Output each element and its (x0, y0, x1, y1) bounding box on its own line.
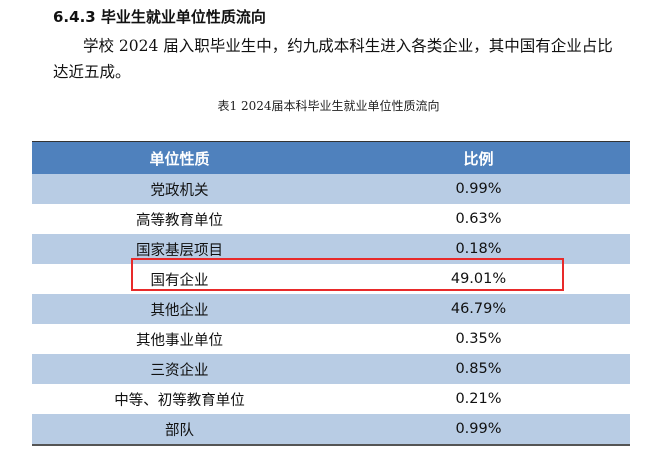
cell-ratio: 0.85% (327, 354, 630, 384)
cell-unit-type: 党政机关 (32, 174, 327, 204)
body-paragraph: 学校 2024 届入职毕业生中，约九成本科生进入各类企业，其中国有企业占比达近五… (53, 37, 613, 81)
table-row: 其他企业 46.79% (32, 294, 630, 324)
cell-unit-type: 中等、初等教育单位 (32, 384, 327, 414)
cell-unit-type: 其他事业单位 (32, 324, 327, 354)
cell-ratio: 0.35% (327, 324, 630, 354)
cell-unit-type: 其他企业 (32, 294, 327, 324)
table-caption: 表1 2024届本科毕业生就业单位性质流向 (217, 99, 440, 113)
header-ratio: 比例 (327, 141, 630, 174)
table-row: 党政机关 0.99% (32, 174, 630, 204)
cell-ratio: 0.99% (327, 414, 630, 445)
table-header-row: 单位性质 比例 (32, 141, 630, 174)
table-row: 三资企业 0.85% (32, 354, 630, 384)
table-row: 部队 0.99% (32, 414, 630, 445)
cell-ratio: 0.99% (327, 174, 630, 204)
section-heading: 6.4.3 毕业生就业单位性质流向 (53, 8, 266, 26)
table-row: 中等、初等教育单位 0.21% (32, 384, 630, 414)
cell-ratio: 0.63% (327, 204, 630, 234)
highlight-box (131, 258, 564, 291)
employment-table: 单位性质 比例 党政机关 0.99% 高等教育单位 0.63% 国家基层项目 0.18% 国… (32, 141, 630, 446)
cell-unit-type: 部队 (32, 414, 327, 445)
cell-ratio: 46.79% (327, 294, 630, 324)
cell-ratio: 0.21% (327, 384, 630, 414)
cell-unit-type: 高等教育单位 (32, 204, 327, 234)
table-row: 其他事业单位 0.35% (32, 324, 630, 354)
table-row: 高等教育单位 0.63% (32, 204, 630, 234)
header-unit-type: 单位性质 (32, 141, 327, 174)
cell-unit-type: 三资企业 (32, 354, 327, 384)
